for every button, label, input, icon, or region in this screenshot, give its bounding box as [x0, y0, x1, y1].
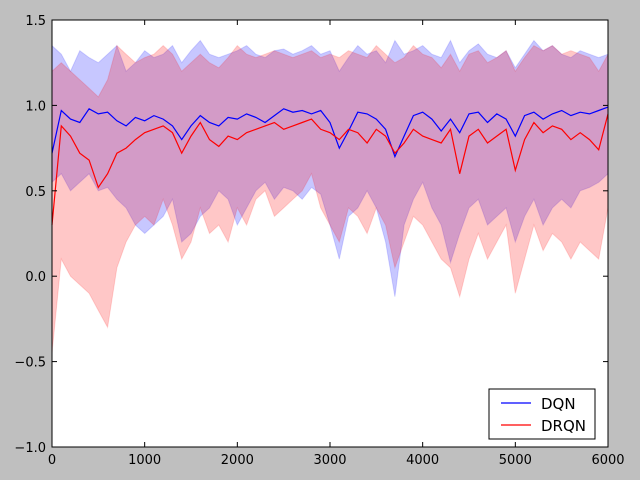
x-tick-label: 5000 — [499, 453, 532, 468]
x-tick-label: 0 — [48, 453, 56, 468]
x-tick-label: 6000 — [591, 453, 624, 468]
drqn-legend-label: DRQN — [541, 417, 586, 435]
dqn-line — [51, 106, 609, 159]
y-tick-label: 1.0 — [25, 99, 46, 114]
dqn-legend-label: DQN — [541, 395, 576, 413]
x-tick-label: 2000 — [221, 453, 254, 468]
series-lines — [51, 106, 609, 226]
confidence-bands — [51, 39, 609, 354]
y-tick-label: −1.0 — [14, 441, 46, 456]
y-tick-label: 0.5 — [25, 185, 46, 200]
y-axis: −1.0 −0.5 0.0 0.5 1.0 1.5 — [14, 14, 608, 456]
x-tick-label: 4000 — [406, 453, 439, 468]
drqn-line — [51, 113, 609, 226]
y-tick-label: 0.0 — [25, 270, 46, 285]
plot-background — [52, 20, 608, 447]
legend: DQN DRQN — [488, 388, 596, 440]
x-tick-label: 3000 — [313, 453, 346, 468]
x-axis: 0 1000 2000 3000 4000 5000 6000 — [48, 20, 625, 468]
y-tick-label: −0.5 — [14, 356, 46, 371]
legend-box — [488, 388, 596, 440]
y-tick-label: 1.5 — [25, 14, 46, 29]
x-tick-label: 1000 — [128, 453, 161, 468]
